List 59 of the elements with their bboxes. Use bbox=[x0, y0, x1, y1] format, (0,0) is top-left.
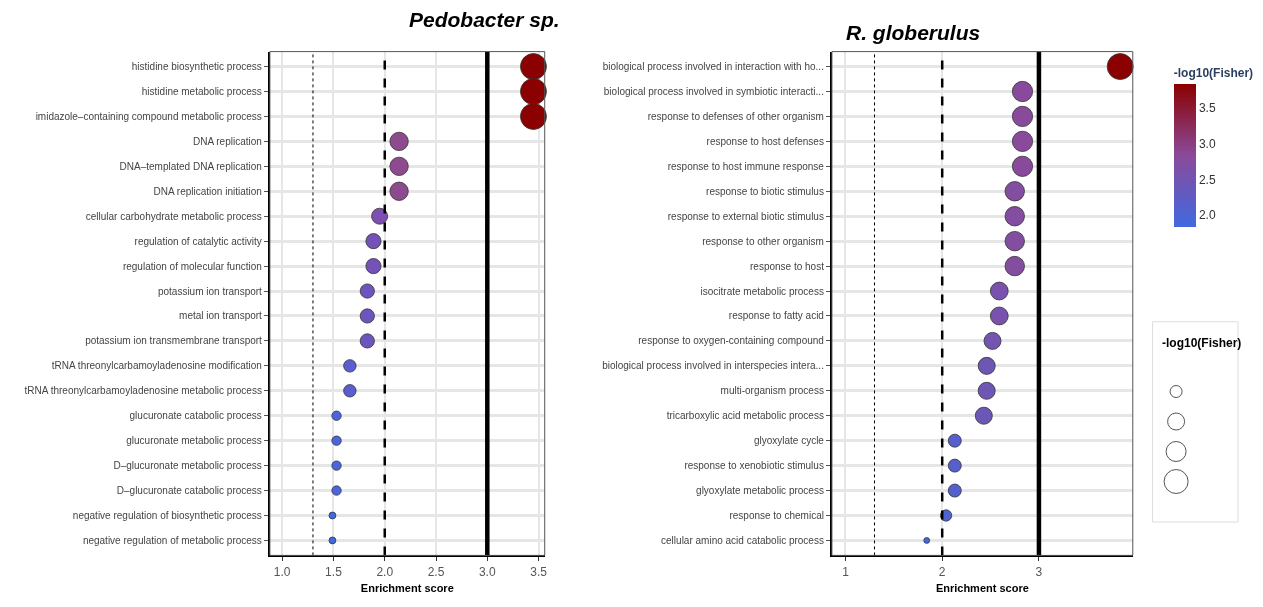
y-tick-label: negative regulation of biosynthetic process bbox=[72, 509, 262, 521]
y-tick-label: regulation of catalytic activity bbox=[134, 235, 262, 247]
y-tick-label: biological process involved in interaction with ho... bbox=[602, 61, 824, 73]
x-tick-label: 2.5 bbox=[427, 564, 445, 579]
x-tick-label: 2.0 bbox=[376, 564, 394, 579]
y-tick-label: tRNA threonylcarbamoyladenosine metabolic process bbox=[24, 385, 262, 397]
color-bar-label: 3.5 bbox=[1198, 101, 1216, 116]
y-tick-label: biological process involved in symbiotic interacti... bbox=[603, 86, 824, 97]
x-tick-label: 1.0 bbox=[273, 564, 291, 579]
y-tick-label: imidazole–containing compound metabolic process bbox=[35, 110, 262, 122]
color-bar-label: 3.0 bbox=[1198, 136, 1216, 151]
color-bar-label: 2.0 bbox=[1198, 208, 1216, 223]
y-tick-label: histidine biosynthetic process bbox=[131, 61, 262, 73]
x-axis-title: Enrichment score bbox=[360, 581, 454, 594]
x-tick-label: 1.5 bbox=[325, 564, 343, 579]
y-tick-label: cellular carbohydrate metabolic process bbox=[85, 210, 262, 222]
chart-title: R. globerulus bbox=[846, 21, 981, 44]
y-tick-label: response to chemical bbox=[729, 509, 824, 521]
y-tick-label: tRNA threonylcarbamoyladenosine modification bbox=[51, 360, 262, 372]
y-tick-label: negative regulation of metabolic process bbox=[82, 534, 262, 546]
y-tick-label: glucuronate catabolic process bbox=[129, 410, 262, 422]
chart-title: Pedobacter sp. bbox=[409, 8, 560, 31]
y-tick-label: histidine metabolic process bbox=[141, 86, 262, 97]
y-tick-label: response to host immune response bbox=[667, 160, 825, 172]
y-tick-label: glucuronate metabolic process bbox=[126, 435, 262, 447]
x-tick-label: 3.5 bbox=[530, 564, 548, 579]
x-tick-label: 1 bbox=[842, 564, 850, 579]
y-tick-label: response to external biotic stimulus bbox=[667, 210, 824, 222]
y-tick-label: response to biotic stimulus bbox=[706, 185, 824, 197]
y-tick-label: potassium ion transmembrane transport bbox=[85, 335, 263, 347]
y-tick-label: metal ion transport bbox=[179, 310, 263, 322]
y-tick-label: D–glucuronate metabolic process bbox=[113, 460, 262, 472]
y-tick-label: DNA replication bbox=[192, 135, 262, 147]
y-tick-label: glyoxylate metabolic process bbox=[696, 485, 824, 497]
y-tick-label: isocitrate metabolic process bbox=[700, 285, 824, 297]
y-tick-label: biological process involved in interspecies intera... bbox=[602, 360, 824, 372]
y-tick-label: DNA replication initiation bbox=[153, 185, 262, 197]
y-tick-label: response to host defenses bbox=[706, 135, 824, 147]
y-tick-label: glyoxylate cycle bbox=[753, 435, 825, 447]
legend-title: -log10(Fisher) bbox=[1162, 336, 1242, 350]
x-tick-label: 3 bbox=[1035, 564, 1043, 579]
y-tick-label: response to defenses of other organism bbox=[647, 110, 824, 122]
x-axis-title: Enrichment score bbox=[935, 581, 1029, 594]
y-tick-label: response to host bbox=[750, 260, 825, 272]
y-tick-label: response to oxygen-containing compound bbox=[638, 335, 824, 347]
y-tick-label: DNA–templated DNA replication bbox=[119, 160, 262, 172]
y-tick-label: potassium ion transport bbox=[157, 285, 263, 297]
y-tick-label: response to fatty acid bbox=[728, 310, 824, 322]
y-tick-label: response to xenobiotic stimulus bbox=[684, 460, 824, 472]
y-tick-label: regulation of molecular function bbox=[122, 260, 262, 272]
x-tick-label: 2 bbox=[938, 564, 946, 579]
y-tick-label: response to other organism bbox=[702, 235, 824, 247]
x-tick-label: 3.0 bbox=[478, 564, 496, 579]
y-tick-label: cellular amino acid catabolic process bbox=[661, 534, 824, 546]
y-tick-label: multi-organism process bbox=[720, 385, 824, 397]
color-bar-label: 2.5 bbox=[1198, 172, 1216, 187]
y-tick-label: D–glucuronate catabolic process bbox=[116, 485, 262, 497]
color-bar-title: -log10(Fisher) bbox=[1173, 65, 1254, 80]
y-tick-label: tricarboxylic acid metabolic process bbox=[666, 410, 824, 422]
